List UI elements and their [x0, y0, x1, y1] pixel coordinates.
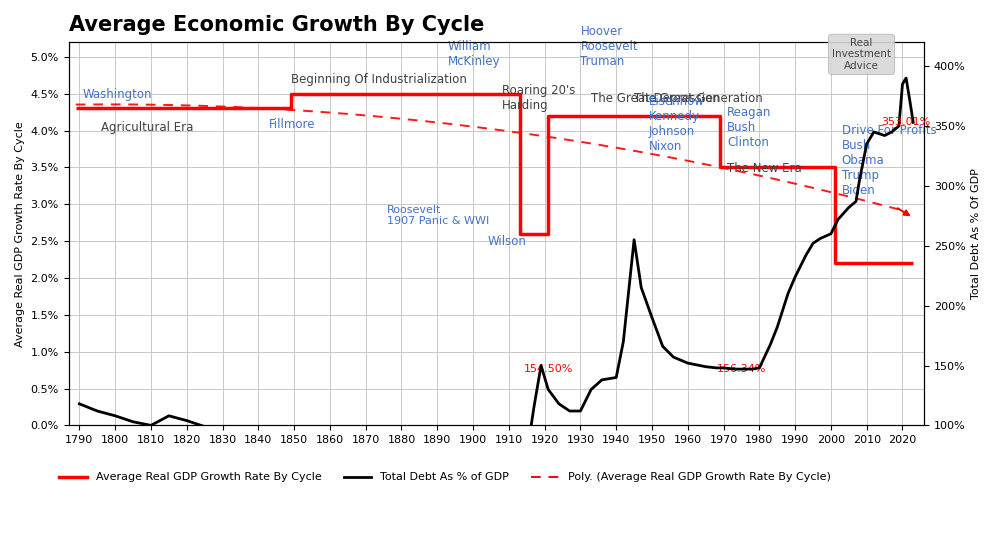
- Text: Reagan
Bush
Clinton: Reagan Bush Clinton: [727, 106, 772, 149]
- Text: Real
Investment
Advice: Real Investment Advice: [832, 38, 891, 71]
- Text: William
McKinley: William McKinley: [448, 40, 501, 68]
- Text: Roaring 20's
Harding: Roaring 20's Harding: [502, 84, 575, 112]
- Text: 156.34%: 156.34%: [717, 364, 766, 374]
- Y-axis label: Total Debt As % Of GDP: Total Debt As % Of GDP: [971, 168, 981, 299]
- Text: Fillmore: Fillmore: [269, 118, 316, 131]
- Text: Agricultural Era: Agricultural Era: [101, 122, 193, 134]
- Text: Beginning Of Industrialization: Beginning Of Industrialization: [291, 73, 466, 86]
- Text: 154.50%: 154.50%: [524, 364, 573, 374]
- Text: Average Economic Growth By Cycle: Average Economic Growth By Cycle: [69, 15, 484, 35]
- Text: The New Era: The New Era: [727, 162, 802, 175]
- Text: Wilson: Wilson: [487, 235, 526, 248]
- Text: Eisenhow
Kennedy
Johnson
Nixon: Eisenhow Kennedy Johnson Nixon: [648, 94, 704, 153]
- Legend: Average Real GDP Growth Rate By Cycle, Total Debt As % of GDP, Poly. (Average Re: Average Real GDP Growth Rate By Cycle, T…: [55, 468, 836, 487]
- Text: Washington: Washington: [83, 88, 152, 101]
- Text: Roosevelt
1907 Panic & WWI: Roosevelt 1907 Panic & WWI: [387, 205, 489, 226]
- Text: 353.01%: 353.01%: [881, 117, 930, 127]
- Text: The Great Depression: The Great Depression: [592, 92, 720, 105]
- Text: The Great Generation: The Great Generation: [634, 92, 763, 105]
- Text: Drive For Profits
Bush
Obama
Trump
Biden: Drive For Profits Bush Obama Trump Biden: [842, 124, 936, 197]
- Y-axis label: Average Real GDP Growth Rate By Cycle: Average Real GDP Growth Rate By Cycle: [15, 121, 25, 347]
- Text: Hoover
Roosevelt
Truman: Hoover Roosevelt Truman: [581, 25, 638, 68]
